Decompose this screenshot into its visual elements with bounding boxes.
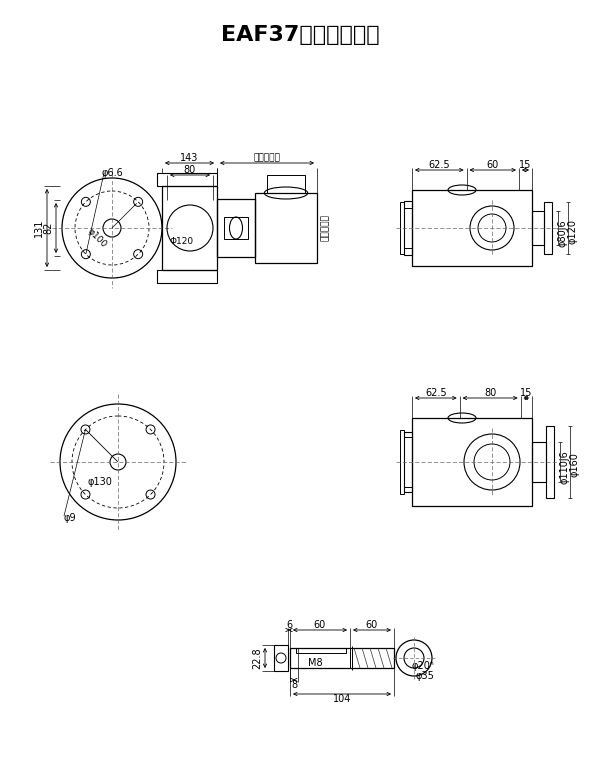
Bar xyxy=(290,648,394,668)
Text: 62.5: 62.5 xyxy=(425,388,446,398)
Text: φ110j6: φ110j6 xyxy=(559,450,569,484)
Bar xyxy=(157,270,217,283)
Text: Φ120: Φ120 xyxy=(170,237,194,246)
Bar xyxy=(400,202,404,254)
Bar xyxy=(267,175,305,193)
Text: 60: 60 xyxy=(366,620,378,630)
Text: 按电机尺寸: 按电机尺寸 xyxy=(320,214,329,241)
Bar xyxy=(544,202,552,254)
Bar xyxy=(274,645,288,671)
Bar xyxy=(162,186,217,270)
Text: φ9: φ9 xyxy=(64,513,77,523)
Text: 15: 15 xyxy=(520,388,532,398)
Bar xyxy=(404,201,412,255)
Bar xyxy=(546,426,554,498)
Bar xyxy=(255,193,317,263)
Bar xyxy=(224,217,248,239)
Text: 按电机尺寸: 按电机尺寸 xyxy=(254,153,280,163)
Text: φ20ⁿ: φ20ⁿ xyxy=(412,661,435,671)
Text: EAF37外形安装尺寸: EAF37外形安装尺寸 xyxy=(221,25,379,45)
Text: 62.5: 62.5 xyxy=(428,160,450,170)
Bar xyxy=(412,418,532,506)
Text: φ35: φ35 xyxy=(416,671,435,681)
Text: φ120: φ120 xyxy=(567,218,577,243)
Text: φ6.6: φ6.6 xyxy=(102,168,124,178)
Text: 6: 6 xyxy=(286,620,292,630)
Text: 60: 60 xyxy=(314,620,326,630)
Bar xyxy=(532,211,544,245)
Text: 82: 82 xyxy=(43,222,53,234)
Text: 22.8: 22.8 xyxy=(252,647,262,669)
Bar xyxy=(157,173,217,186)
Text: 131: 131 xyxy=(34,219,44,237)
Text: 80: 80 xyxy=(484,388,496,398)
Bar xyxy=(404,432,412,492)
Text: 8: 8 xyxy=(291,680,297,690)
Text: φ130: φ130 xyxy=(88,477,112,487)
Bar xyxy=(400,430,404,494)
Text: φ160: φ160 xyxy=(569,452,579,478)
Text: 15: 15 xyxy=(519,160,532,170)
Bar xyxy=(217,199,255,257)
Bar xyxy=(532,442,546,482)
Text: 80: 80 xyxy=(184,165,196,175)
Text: 104: 104 xyxy=(333,694,351,704)
Text: 60: 60 xyxy=(487,160,499,170)
Text: 143: 143 xyxy=(181,153,199,163)
Text: M8: M8 xyxy=(308,658,322,668)
Bar xyxy=(296,648,346,653)
Text: φ100: φ100 xyxy=(86,227,109,250)
Bar xyxy=(412,190,532,266)
Text: φ80j6: φ80j6 xyxy=(557,219,567,246)
